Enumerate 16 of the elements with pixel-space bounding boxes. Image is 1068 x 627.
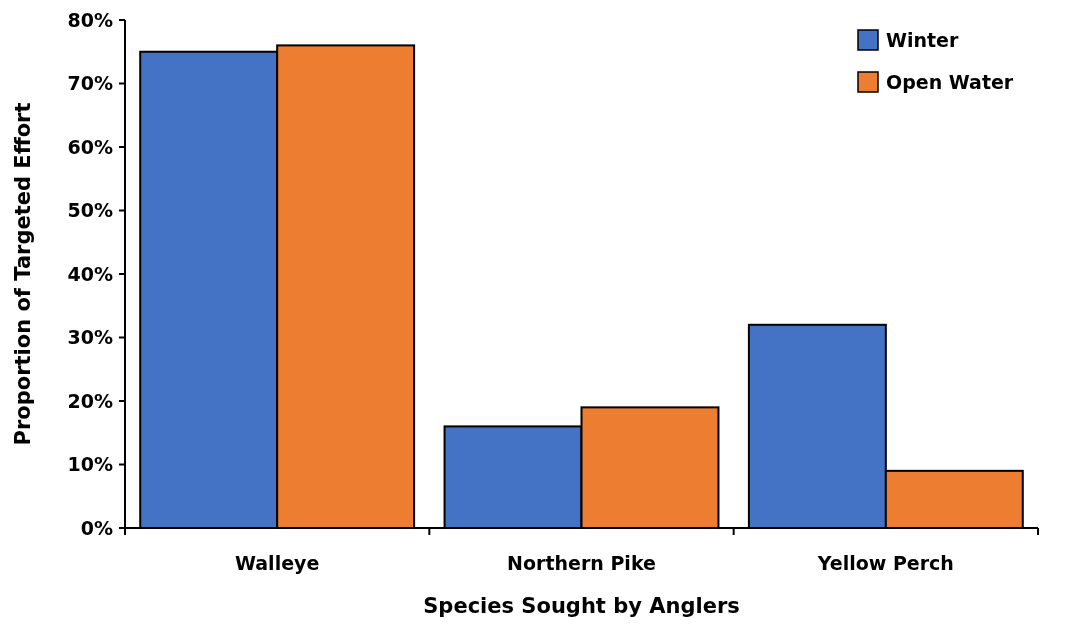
legend-label: Open Water bbox=[886, 70, 1014, 93]
x-tick-label: Walleye bbox=[235, 552, 320, 574]
y-tick-label: 20% bbox=[67, 389, 113, 412]
y-tick-label: 30% bbox=[67, 326, 113, 349]
y-tick-label: 70% bbox=[67, 72, 113, 95]
y-tick-label: 80% bbox=[67, 8, 113, 31]
x-axis-title: Species Sought by Anglers bbox=[423, 594, 740, 618]
y-axis-title: Proportion of Targeted Effort bbox=[11, 102, 35, 446]
y-tick-label: 0% bbox=[80, 516, 113, 539]
y-tick-label: 50% bbox=[67, 199, 113, 222]
y-tick-label: 40% bbox=[67, 262, 113, 285]
y-tick-label: 10% bbox=[67, 453, 113, 476]
legend-label: Winter bbox=[886, 28, 959, 51]
x-tick-label: Northern Pike bbox=[507, 552, 656, 574]
y-tick-label: 60% bbox=[67, 135, 113, 158]
x-tick-label: Yellow Perch bbox=[816, 552, 954, 574]
